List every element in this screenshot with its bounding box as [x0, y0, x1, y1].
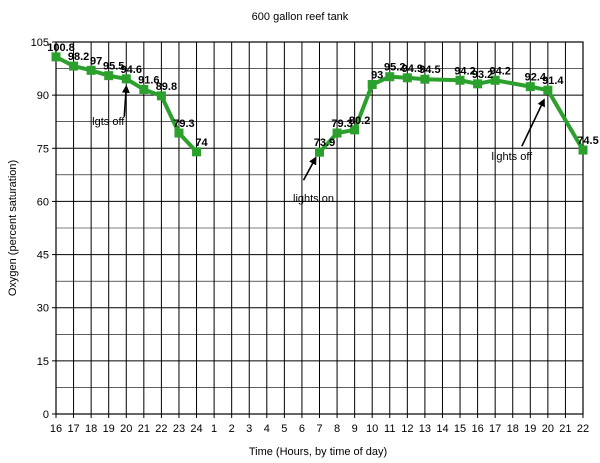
data-label: 93.2 — [472, 69, 493, 81]
data-label: 79.3 — [331, 118, 352, 130]
series-oxygen — [51, 52, 588, 157]
chart-title: 600 gallon reef tank — [252, 11, 349, 23]
annotation-arrow — [302, 156, 317, 181]
y-tick-label: 15 — [37, 356, 49, 368]
x-tick-label: 9 — [352, 423, 358, 435]
data-label: 89.8 — [156, 81, 177, 93]
x-tick-label: 19 — [524, 423, 536, 435]
x-tick-label: 20 — [120, 423, 132, 435]
x-tick-label: 16 — [471, 423, 483, 435]
x-tick-label: 13 — [419, 423, 431, 435]
y-tick-label: 30 — [37, 303, 49, 315]
x-tick-label: 22 — [577, 423, 589, 435]
data-point — [121, 74, 131, 84]
data-label: 94.6 — [121, 64, 142, 76]
x-tick-label: 7 — [316, 423, 322, 435]
data-point — [490, 75, 500, 85]
y-tick-label: 0 — [43, 409, 49, 421]
data-label: 94.9 — [402, 63, 423, 75]
annotation-text: lgts off — [92, 116, 125, 128]
x-tick-label: 12 — [401, 423, 413, 435]
data-point — [525, 82, 535, 92]
data-point — [543, 85, 553, 95]
x-tick-label: 1 — [211, 423, 217, 435]
y-tick-label: 90 — [37, 90, 49, 102]
y-tick-label: 105 — [31, 37, 49, 49]
data-point — [86, 65, 96, 75]
annotation-arrow — [121, 84, 130, 117]
x-tick-label: 3 — [246, 423, 252, 435]
x-tick-label: 18 — [85, 423, 97, 435]
data-label: 94.2 — [489, 65, 510, 77]
x-axis-ticks: 16 17 18 19 20 21 22 23 24 1 2 3 4 5 6 7 8 9 10 11 12 13 14 15 1… — [50, 414, 589, 435]
annotation-arrow — [521, 98, 545, 147]
x-tick-label: 10 — [366, 423, 378, 435]
data-point — [385, 72, 395, 82]
y-tick-label: 60 — [37, 196, 49, 208]
data-labels: 100.898.2 97 95.594.691.689.879.374 73.979.… — [47, 42, 598, 149]
x-axis-label: Time (Hours, by time of day) — [249, 446, 387, 458]
y-axis-ticks: 0 15 30 45 60 75 90 105 — [31, 37, 56, 421]
annotation-text: lights on — [293, 193, 334, 205]
x-tick-label: 21 — [559, 423, 571, 435]
data-label: 73.9 — [314, 137, 335, 149]
x-tick-label: 17 — [67, 423, 79, 435]
x-tick-label: 6 — [299, 423, 305, 435]
x-tick-label: 14 — [436, 423, 448, 435]
data-point — [332, 128, 342, 138]
data-label: 79.3 — [173, 118, 194, 130]
x-tick-label: 11 — [384, 423, 395, 435]
x-tick-label: 19 — [103, 423, 115, 435]
x-tick-label: 15 — [454, 423, 466, 435]
data-label: 74 — [195, 137, 208, 149]
x-tick-label: 23 — [173, 423, 185, 435]
x-tick-label: 24 — [190, 423, 202, 435]
data-point — [350, 125, 360, 135]
data-label: 80.2 — [349, 115, 370, 127]
data-point — [174, 128, 184, 138]
x-tick-label: 17 — [489, 423, 501, 435]
data-label: 98.2 — [68, 51, 89, 63]
data-label: 94.2 — [454, 65, 475, 77]
data-point — [69, 61, 79, 71]
x-tick-label: 22 — [155, 423, 167, 435]
y-tick-label: 45 — [37, 250, 49, 262]
data-label: 91.6 — [138, 74, 159, 86]
data-point — [315, 147, 324, 157]
data-label: 74.5 — [577, 135, 598, 147]
x-tick-label: 5 — [281, 423, 287, 435]
data-point — [578, 145, 588, 155]
data-label: 97 — [90, 55, 102, 67]
data-label: 95.2 — [384, 62, 405, 74]
data-label: 100.8 — [47, 42, 75, 54]
data-label: 95.5 — [103, 61, 124, 73]
data-label: 92.4 — [525, 72, 547, 84]
grid — [55, 41, 584, 415]
data-point — [473, 79, 483, 89]
data-point — [104, 71, 114, 81]
data-label: 91.4 — [542, 75, 564, 87]
data-point — [402, 73, 412, 83]
data-point — [367, 80, 377, 90]
data-point — [139, 84, 149, 94]
y-tick-label: 75 — [37, 143, 49, 155]
x-tick-label: 18 — [507, 423, 519, 435]
x-tick-label: 8 — [334, 423, 340, 435]
data-point — [156, 91, 166, 101]
data-point — [420, 74, 430, 84]
x-tick-label: 2 — [229, 423, 235, 435]
x-tick-label: 16 — [50, 423, 62, 435]
x-tick-label: 20 — [542, 423, 554, 435]
annotations: lgts off lights on lights off — [92, 84, 545, 205]
data-label: 94.5 — [419, 64, 440, 76]
data-point — [455, 75, 465, 85]
data-point — [192, 147, 202, 157]
x-tick-label: 4 — [264, 423, 270, 435]
annotation-text: lights off — [491, 151, 533, 163]
y-axis-label: Oxygen (percent saturation) — [7, 160, 19, 296]
data-label: 93 — [371, 70, 383, 82]
data-point — [51, 52, 61, 62]
x-tick-label: 21 — [138, 423, 150, 435]
